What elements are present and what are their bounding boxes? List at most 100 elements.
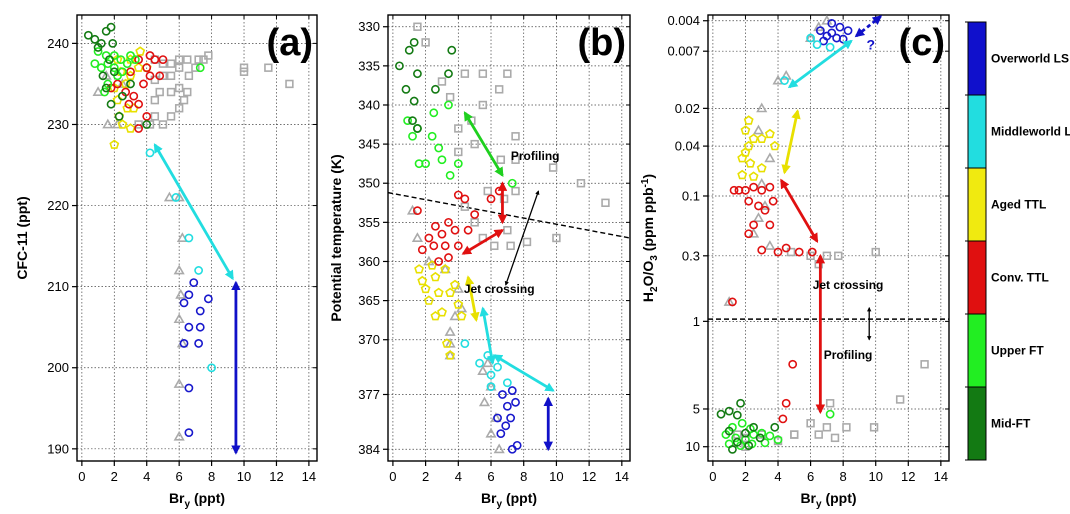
data-point: [772, 74, 784, 85]
data-point: [773, 435, 783, 445]
data-point: [869, 423, 879, 432]
data-point: [101, 83, 111, 93]
y-tick-label: 355: [358, 215, 380, 230]
data-point: [414, 159, 424, 169]
data-point: [142, 111, 152, 121]
x-tick-label: 2: [111, 469, 118, 484]
data-point: [142, 120, 152, 129]
data-point: [794, 247, 804, 257]
data-point: [441, 338, 452, 348]
data-point: [744, 441, 754, 451]
data-point: [430, 271, 441, 282]
series-conv-ttl: [413, 186, 504, 266]
data-point: [83, 30, 93, 40]
data-point: [745, 158, 756, 168]
data-point: [126, 51, 135, 60]
data-point: [494, 85, 504, 94]
data-point: [413, 22, 422, 31]
legend-label: Overworld LS: [991, 52, 1069, 66]
data-point: [470, 210, 480, 219]
data-point: [417, 275, 428, 286]
data-point: [460, 69, 470, 78]
data-point: [483, 186, 492, 196]
x-axis-label: Bry (ppt): [169, 490, 225, 510]
data-point: [174, 63, 184, 72]
transition-arrow: [461, 228, 505, 255]
data-point: [781, 398, 791, 408]
x-tick-label: 0: [78, 469, 85, 484]
data-point: [189, 278, 199, 287]
y-tick-label: 0.1: [682, 188, 700, 203]
data-point: [501, 421, 511, 431]
data-point: [503, 225, 512, 235]
data-point: [790, 430, 799, 439]
plot-area: [83, 22, 294, 455]
data-point: [145, 71, 155, 81]
data-point: [748, 171, 759, 181]
data-point: [145, 51, 155, 60]
data-point: [463, 225, 473, 235]
transition-arrow: [780, 178, 819, 243]
data-point: [118, 67, 127, 77]
data-point: [440, 241, 450, 251]
legend-colorbar: Overworld LS Middleworld LS Aged TTL Conv. …: [965, 21, 1070, 461]
data-point: [744, 229, 754, 239]
data-point: [128, 103, 139, 113]
data-point: [552, 233, 561, 243]
annotation-text: Jet crossing: [464, 282, 535, 296]
y-tick-label: 340: [358, 97, 380, 112]
data-point: [404, 45, 414, 55]
data-point: [756, 102, 768, 113]
panel-c: 0 2 4 6 8 10 12 14 0.004 0.007 0.02 0.04 0.1 0.3 1 5 10 B…: [640, 13, 950, 510]
data-point: [437, 229, 447, 239]
data-point: [453, 190, 463, 200]
data-point: [155, 71, 165, 81]
data-point: [825, 42, 835, 52]
y-tick-label: 220: [47, 198, 69, 213]
series-mid-ft: [395, 37, 457, 133]
y-tick-label: 384: [358, 442, 380, 457]
data-point: [90, 34, 100, 44]
legend-swatch: [968, 241, 986, 314]
data-point: [764, 128, 775, 139]
data-point: [134, 55, 144, 64]
data-point: [445, 92, 455, 102]
y-tick-label: 330: [358, 19, 380, 34]
data-point: [179, 95, 189, 105]
y-tick-label: 365: [358, 293, 380, 308]
data-point: [108, 38, 118, 48]
data-point: [431, 84, 440, 94]
data-point: [92, 86, 104, 96]
x-tick-label: 6: [176, 469, 183, 484]
data-point: [478, 396, 491, 407]
data-point: [166, 71, 176, 81]
data-point: [493, 443, 505, 454]
data-point: [111, 118, 124, 129]
transition-arrow: [781, 109, 801, 175]
data-point: [475, 358, 484, 368]
data-point: [752, 212, 765, 223]
data-point: [507, 386, 517, 395]
series-upper-ft: [403, 100, 517, 188]
data-point: [445, 350, 456, 360]
data-point: [114, 111, 124, 121]
data-point: [755, 433, 765, 443]
data-point: [756, 133, 767, 143]
x-tick-label: 8: [520, 469, 527, 484]
data-point: [433, 287, 444, 298]
y-tick-label: 1: [693, 314, 700, 329]
data-point: [806, 419, 815, 428]
data-point: [409, 37, 419, 47]
data-point: [112, 94, 123, 105]
y-tick-label: 230: [47, 117, 69, 132]
data-point: [815, 26, 825, 36]
x-tick-label: 4: [455, 469, 462, 484]
data-point: [166, 59, 176, 68]
data-point: [493, 413, 502, 423]
data-point: [413, 124, 422, 133]
x-tick-label: 0: [709, 469, 716, 484]
x-tick-label: 10: [237, 469, 251, 484]
data-point: [413, 206, 422, 216]
data-point: [814, 430, 823, 439]
data-point: [453, 299, 464, 309]
